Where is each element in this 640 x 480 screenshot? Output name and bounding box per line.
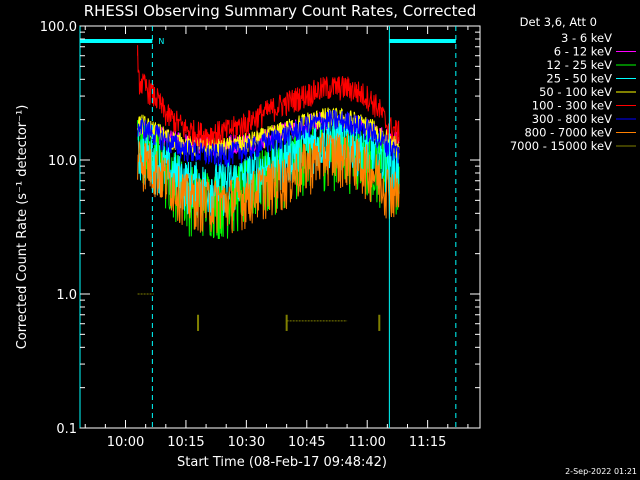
x-tick-label: 10:00 [107,435,144,450]
y-tick-label: 10.0 [48,154,77,169]
series-8 [137,293,381,331]
x-tick-label: 11:15 [409,435,446,450]
legend-entry: 3 - 6 keV [561,31,612,45]
legend-entry: 6 - 12 keV [554,45,612,59]
x-tick-label: 11:00 [348,435,385,450]
x-tick-label: 10:15 [167,435,204,450]
y-tick-label: 100.0 [40,20,77,35]
y-tick-label: 0.1 [56,422,77,437]
legend-entry: 25 - 50 keV [546,72,612,86]
legend-entry: 50 - 100 keV [539,85,612,99]
x-tick-label: 10:30 [228,435,265,450]
legend-entry: 800 - 7000 keV [524,126,612,140]
marker-layer: N [79,26,457,428]
y-axis-ticks: 100.0 10.0 1.0 0.1 [40,20,480,437]
x-axis-ticks: 10:00 10:15 10:30 10:45 11:00 11:15 [84,26,469,450]
x-tick-label: 10:45 [288,435,325,450]
top-time-bar [80,39,153,43]
series-line [137,109,400,168]
footer-date: 2-Sep-2022 01:21 [565,467,637,476]
night-label: N [158,37,164,46]
legend-entry: 100 - 300 keV [532,99,612,113]
series-layer [137,45,400,331]
legend-entry: 12 - 25 keV [546,58,612,72]
x-axis-label: Start Time (08-Feb-17 09:48:42) [177,455,387,470]
series-5 [137,45,400,149]
y-axis-label: Corrected Count Rate (s⁻¹ detector⁻¹) [15,105,30,350]
top-time-bar [389,39,456,43]
chart-title: RHESSI Observing Summary Count Rates, Co… [84,2,477,20]
legend-header: Det 3,6, Att 0 [520,15,597,29]
legend-entry: 300 - 800 keV [532,112,612,126]
legend-entry: 7000 - 15000 keV [510,139,612,153]
y-tick-label: 1.0 [56,288,77,303]
series-line [137,132,400,234]
series-line [137,45,400,149]
series-6 [137,109,400,168]
series-7 [137,132,400,234]
